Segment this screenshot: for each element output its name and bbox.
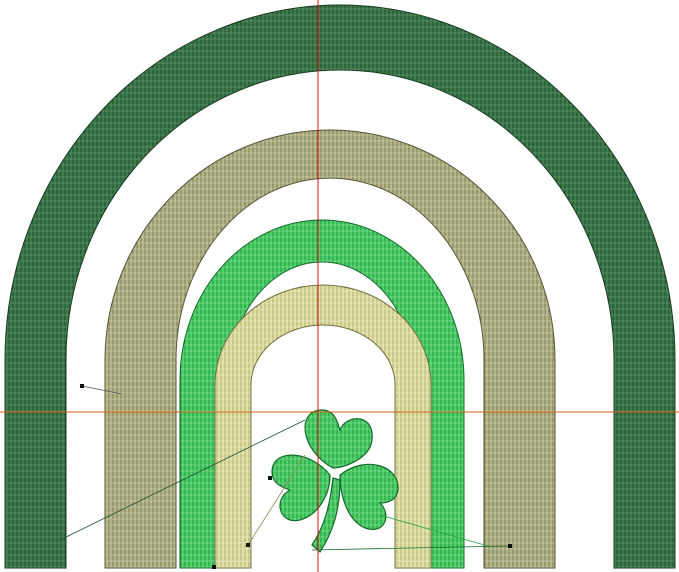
node	[80, 384, 84, 388]
leaf-right	[340, 464, 398, 529]
leaf-top	[305, 410, 372, 468]
leaf-left	[272, 455, 330, 521]
embroidery-canvas	[0, 0, 679, 572]
shamrock	[272, 410, 398, 552]
node	[268, 476, 272, 480]
node	[212, 565, 216, 569]
node	[508, 544, 512, 548]
node	[246, 543, 250, 547]
